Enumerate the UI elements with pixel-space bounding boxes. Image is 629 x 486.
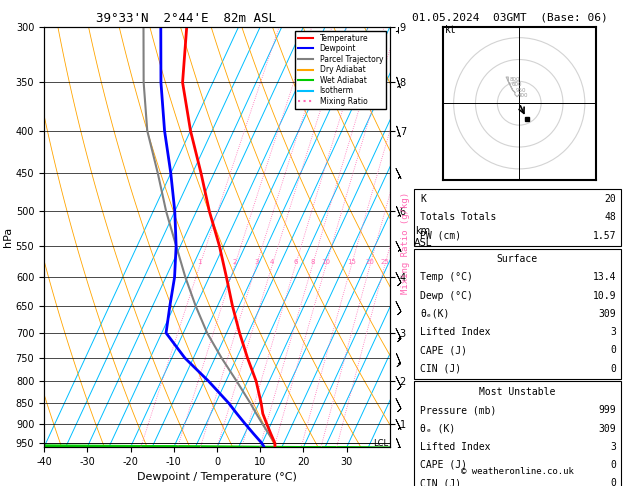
Text: © weatheronline.co.uk: © weatheronline.co.uk <box>461 467 574 476</box>
Text: Most Unstable: Most Unstable <box>479 387 555 397</box>
Text: 8: 8 <box>310 259 314 265</box>
Text: Pressure (mb): Pressure (mb) <box>420 405 497 415</box>
Text: Temp (°C): Temp (°C) <box>420 272 473 282</box>
Text: 01.05.2024  03GMT  (Base: 06): 01.05.2024 03GMT (Base: 06) <box>412 12 608 22</box>
Bar <box>414 382 621 486</box>
Text: CAPE (J): CAPE (J) <box>420 460 467 470</box>
Bar <box>414 189 621 246</box>
Text: K: K <box>420 194 426 204</box>
Y-axis label: km
ASL: km ASL <box>413 226 431 248</box>
Text: 39°33'N  2°44'E  82m ASL: 39°33'N 2°44'E 82m ASL <box>96 12 276 25</box>
Text: 309: 309 <box>599 309 616 319</box>
Text: 1: 1 <box>198 259 202 265</box>
Text: 3: 3 <box>611 327 616 337</box>
Text: 0: 0 <box>611 478 616 486</box>
Text: 0: 0 <box>611 460 616 470</box>
Text: Surface: Surface <box>497 254 538 264</box>
Text: 0: 0 <box>611 364 616 374</box>
Text: 3: 3 <box>254 259 259 265</box>
Text: CAPE (J): CAPE (J) <box>420 345 467 355</box>
Text: 10.9: 10.9 <box>593 291 616 301</box>
Text: 20: 20 <box>365 259 374 265</box>
Text: 15: 15 <box>347 259 356 265</box>
Text: 400: 400 <box>518 93 528 98</box>
Bar <box>414 248 621 379</box>
Text: 309: 309 <box>599 423 616 434</box>
Text: 6: 6 <box>293 259 298 265</box>
Text: 999: 999 <box>599 405 616 415</box>
Text: 600: 600 <box>511 82 522 87</box>
Text: 25: 25 <box>381 259 389 265</box>
Text: 3: 3 <box>611 442 616 452</box>
Text: θₑ (K): θₑ (K) <box>420 423 455 434</box>
Text: θₑ(K): θₑ(K) <box>420 309 450 319</box>
Text: CIN (J): CIN (J) <box>420 364 462 374</box>
Text: Lifted Index: Lifted Index <box>420 442 491 452</box>
Text: Dewp (°C): Dewp (°C) <box>420 291 473 301</box>
Text: Mixing Ratio (g/kg): Mixing Ratio (g/kg) <box>401 192 410 294</box>
Text: CIN (J): CIN (J) <box>420 478 462 486</box>
Text: 2: 2 <box>233 259 237 265</box>
Text: 950: 950 <box>516 88 526 93</box>
Text: 0: 0 <box>611 345 616 355</box>
Text: Lifted Index: Lifted Index <box>420 327 491 337</box>
Text: kt: kt <box>445 25 457 35</box>
Legend: Temperature, Dewpoint, Parcel Trajectory, Dry Adiabat, Wet Adiabat, Isotherm, Mi: Temperature, Dewpoint, Parcel Trajectory… <box>295 31 386 109</box>
Text: PW (cm): PW (cm) <box>420 231 462 241</box>
Y-axis label: hPa: hPa <box>3 227 13 247</box>
X-axis label: Dewpoint / Temperature (°C): Dewpoint / Temperature (°C) <box>137 472 297 483</box>
Text: 20: 20 <box>604 194 616 204</box>
Text: 800: 800 <box>509 77 520 83</box>
Text: LCL: LCL <box>374 439 389 448</box>
Text: 4: 4 <box>270 259 274 265</box>
Text: 13.4: 13.4 <box>593 272 616 282</box>
Text: 1.57: 1.57 <box>593 231 616 241</box>
Text: Totals Totals: Totals Totals <box>420 212 497 223</box>
Text: 48: 48 <box>604 212 616 223</box>
Text: 10: 10 <box>321 259 331 265</box>
